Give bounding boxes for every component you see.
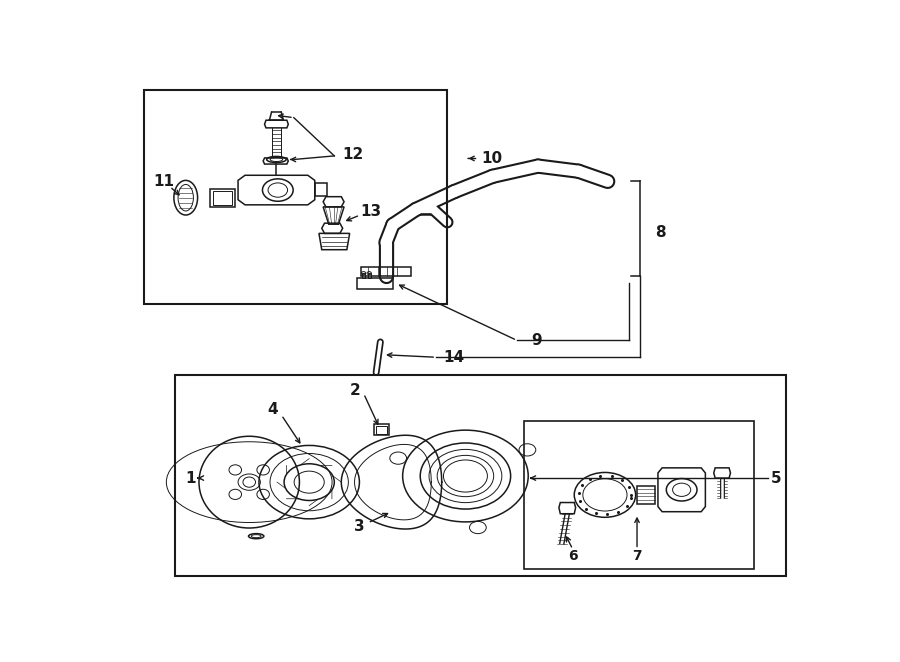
Text: 3: 3	[354, 520, 364, 534]
Text: 12: 12	[342, 148, 363, 162]
Text: 5: 5	[771, 471, 782, 485]
Text: 4: 4	[267, 402, 278, 417]
Text: 9: 9	[531, 333, 542, 348]
Text: 13: 13	[360, 205, 381, 220]
Text: 6: 6	[568, 549, 578, 563]
Text: 10: 10	[482, 151, 502, 166]
Text: 14: 14	[444, 350, 464, 365]
Text: 11: 11	[154, 174, 175, 189]
Text: 1: 1	[185, 471, 196, 485]
Text: 7: 7	[632, 549, 642, 563]
Text: 2: 2	[350, 383, 361, 398]
Text: 8: 8	[655, 225, 666, 240]
